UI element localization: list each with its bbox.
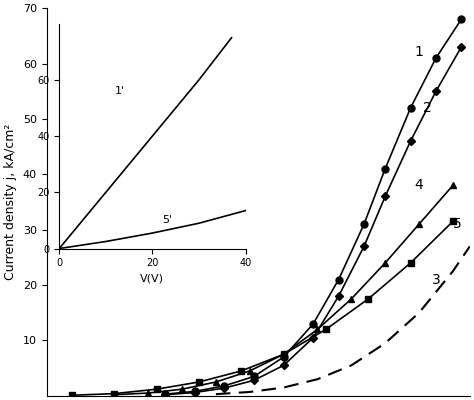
- Text: 2: 2: [423, 101, 432, 115]
- Text: 3: 3: [432, 272, 440, 286]
- Text: 5: 5: [453, 217, 462, 231]
- Text: 1: 1: [415, 46, 424, 60]
- Y-axis label: Current density j, kA/cm²: Current density j, kA/cm²: [4, 124, 17, 280]
- Text: 4: 4: [415, 178, 424, 192]
